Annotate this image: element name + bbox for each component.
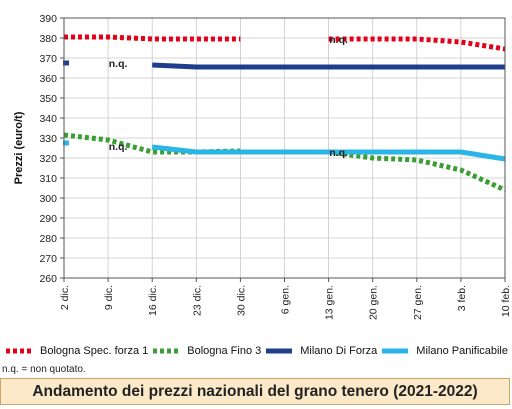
- chart-title: Andamento dei prezzi nazionali del grano…: [32, 382, 478, 400]
- x-tick-label: 23 dic.: [191, 285, 203, 316]
- x-tick-label: 27 gen.: [412, 285, 424, 320]
- grid-lines: [63, 17, 506, 279]
- chart-title-bar: Andamento dei prezzi nazionali del grano…: [0, 378, 510, 405]
- x-tick-label: 16 dic.: [147, 285, 159, 316]
- y-tick-label: 340: [39, 113, 57, 125]
- series-lines: [63, 34, 507, 193]
- y-tick-label: 260: [39, 273, 57, 285]
- x-tick-label: 13 gen.: [324, 285, 336, 320]
- annotation-nq: n.q.: [109, 58, 128, 70]
- y-tick-label: 330: [39, 133, 57, 145]
- legend-item: Bologna Fino 3: [151, 345, 261, 357]
- y-tick-label: 320: [39, 153, 57, 165]
- y-tick-label: 300: [39, 193, 57, 205]
- x-tick-label: 9 dic.: [103, 285, 115, 310]
- y-tick-label: 270: [39, 253, 57, 265]
- y-axis-ticks: 260 270 280 290 300 310 320 330 340 350 360 370 380 3…: [39, 13, 64, 285]
- line-chart: 260 270 280 290 300 310 320 330 340 350 360 370 380 3…: [13, 13, 512, 320]
- legend-swatch: [266, 348, 293, 354]
- x-tick-label: 20 gen.: [368, 285, 380, 320]
- series-line: [151, 144, 506, 162]
- footnote: n.q. = non quotato.: [2, 364, 86, 375]
- legend-label: Milano Panificabile: [416, 345, 508, 357]
- series-line: [64, 34, 241, 42]
- x-axis-ticks: 2 dic. 9 dic. 16 dic. 23 dic. 30 dic. 6 gen. 1…: [59, 278, 512, 320]
- legend-label: Milano Di Forza: [300, 345, 378, 357]
- y-tick-label: 390: [39, 13, 57, 25]
- annotation-nq: n.q.: [329, 34, 348, 46]
- annotation-nq: n.q.: [329, 147, 348, 159]
- legend-item: Bologna Spec. forza 1: [4, 345, 148, 357]
- legend-label: Bologna Fino 3: [187, 345, 262, 357]
- legend-swatch: [153, 348, 180, 354]
- y-tick-label: 380: [39, 33, 57, 45]
- y-axis-title: Prezzi (euro/t): [13, 111, 25, 184]
- plot-frame: [63, 17, 506, 279]
- x-tick-label: 6 gen.: [280, 285, 292, 314]
- y-tick-label: 360: [39, 73, 57, 85]
- series-line: [328, 149, 507, 193]
- x-tick-label: 3 feb.: [456, 285, 468, 311]
- series-line: [328, 36, 506, 52]
- x-tick-label: 2 dic.: [59, 285, 71, 310]
- x-tick-label: 30 dic.: [235, 285, 247, 316]
- legend-item: Milano Di Forza: [264, 345, 377, 357]
- legend-swatch: [6, 348, 32, 354]
- y-tick-label: 280: [39, 233, 57, 245]
- y-tick-label: 350: [39, 93, 57, 105]
- legend: Bologna Spec. forza 1 Bologna Fino 3 Milan…: [4, 340, 508, 362]
- y-tick-label: 370: [39, 53, 57, 65]
- legend-label: Bologna Spec. forza 1: [40, 345, 149, 357]
- legend-swatch: [382, 348, 409, 354]
- x-tick-label: 10 feb.: [500, 285, 512, 317]
- y-tick-label: 290: [39, 213, 57, 225]
- annotation-nq: n.q.: [109, 141, 128, 153]
- y-tick-label: 310: [39, 173, 57, 185]
- legend-item: Milano Panificabile: [380, 345, 508, 357]
- annotations: n.q. n.q. n.q. n.q.: [109, 34, 348, 159]
- series-line: [152, 62, 505, 70]
